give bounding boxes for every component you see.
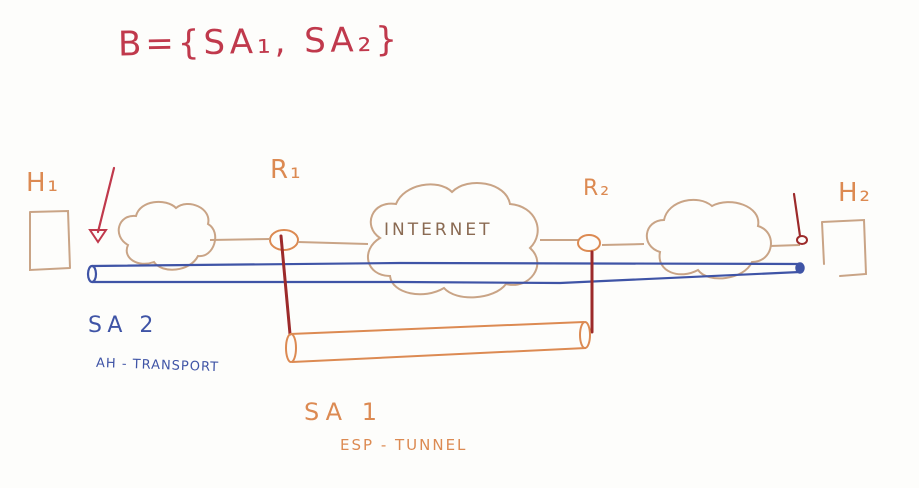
arrow-to-h2 <box>792 192 802 238</box>
sa1-label: SA 1 <box>304 398 383 426</box>
arrow-head-h1 <box>88 229 108 244</box>
sa2-label: SA 2 <box>88 313 159 338</box>
host-h2-label: H₂ <box>838 178 872 208</box>
cloud-left <box>117 200 217 271</box>
link-cloud1-r1 <box>209 238 271 241</box>
link-r2-cloud3 <box>601 243 645 246</box>
cloud-internet <box>367 181 539 299</box>
sa1-tube-right-cap <box>579 321 591 349</box>
sa2-tube-top <box>91 261 801 268</box>
sa1-tube-top <box>289 321 585 335</box>
host-h2-box <box>821 218 868 277</box>
router-r2 <box>577 234 601 252</box>
sa1-tube-left-cap <box>285 333 297 363</box>
sa2-tube-right-cap <box>795 262 805 274</box>
sa1-mode-label: ESP - TUNNEL <box>340 436 468 454</box>
cloud-right <box>645 198 772 280</box>
router-r2-label: R₂ <box>583 176 612 201</box>
internet-label: INTERNET <box>384 220 493 240</box>
r1-drop-line <box>279 234 292 336</box>
link-cloud3-h2 <box>769 244 801 247</box>
link-r1-internet <box>297 241 369 245</box>
host-h1-label: H₁ <box>26 168 60 198</box>
arrow-head-h2 <box>796 235 808 245</box>
router-r1-label: R₁ <box>270 155 303 185</box>
sa1-tube-bottom <box>291 347 587 363</box>
host-h1-box <box>29 209 71 272</box>
sa-bundle-formula: B={SA₁, SA₂} <box>117 19 402 65</box>
sa2-tube-bottom <box>92 270 801 285</box>
arrow-to-h1 <box>96 166 116 234</box>
sa2-tube-left-cap <box>86 264 98 284</box>
router-r1 <box>269 229 299 251</box>
